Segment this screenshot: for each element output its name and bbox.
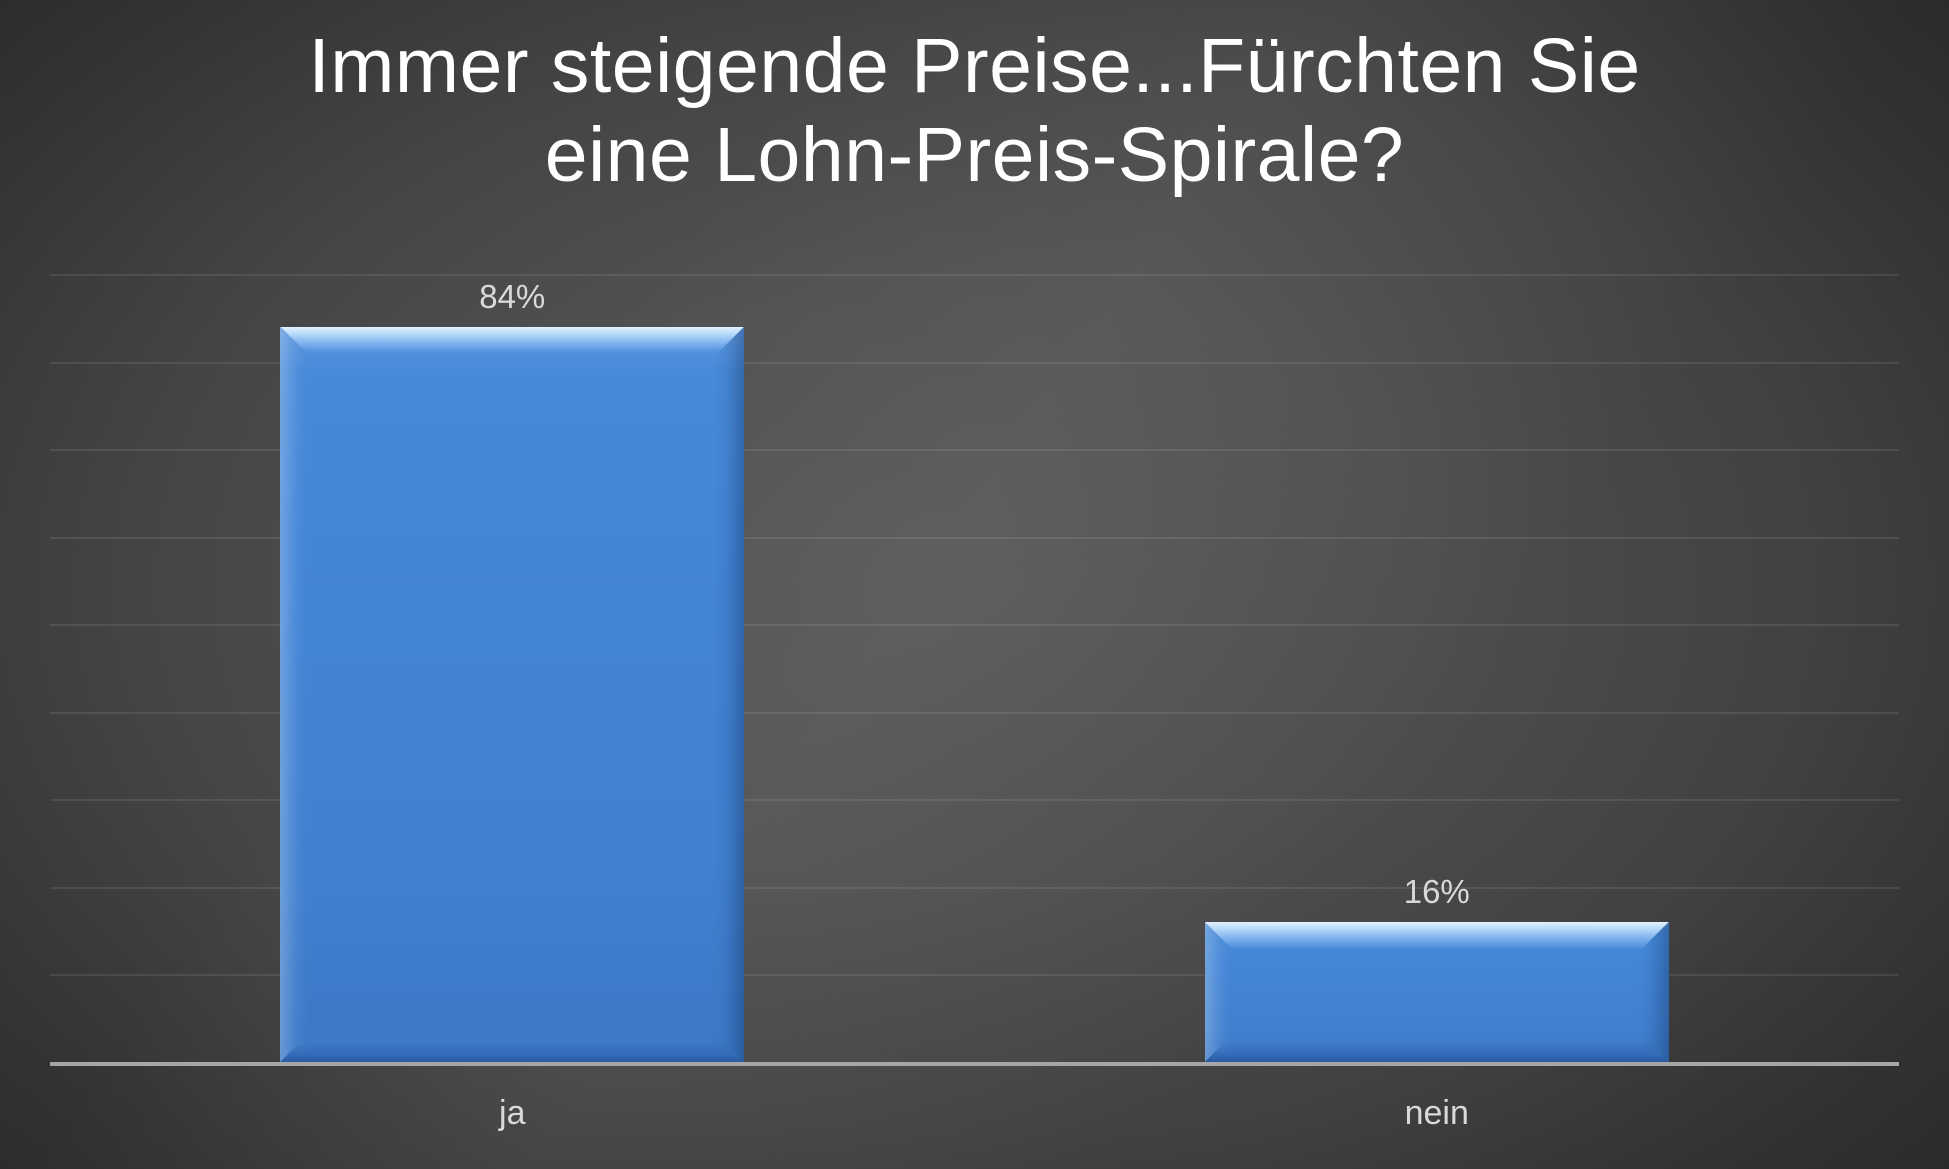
plot-area: 84% 16% — [50, 274, 1899, 1062]
bar-nein-bevel-bottom — [1205, 1044, 1669, 1062]
bar-ja-shape — [280, 326, 745, 1062]
x-axis-line — [50, 1062, 1899, 1066]
chart-title-line-1: Immer steigende Preise...Fürchten Sie — [308, 23, 1641, 109]
gridline — [50, 624, 1899, 627]
chart-title-line-2: eine Lohn-Preis-Spirale? — [544, 111, 1405, 198]
bar-nein-shape — [1204, 921, 1669, 1062]
value-label-ja: 84% — [479, 277, 546, 315]
category-label-ja: ja — [499, 1094, 526, 1132]
gridline — [50, 886, 1899, 889]
gridline — [50, 711, 1899, 714]
gridline — [50, 361, 1899, 364]
bar-ja-bevel-top — [280, 327, 744, 353]
bar-ja: 84% — [280, 280, 745, 1062]
gridline — [50, 974, 1899, 977]
value-label-nein: 16% — [1403, 872, 1470, 910]
category-label-nein: nein — [1404, 1094, 1469, 1132]
bar-ja-bevel-bottom — [280, 1044, 744, 1062]
gridline — [50, 449, 1899, 452]
bar-nein: 16% — [1204, 875, 1669, 1062]
gridline — [50, 274, 1899, 276]
bar-nein-bevel-top — [1205, 922, 1669, 948]
gridline — [50, 536, 1899, 539]
category-axis-labels: ja nein — [50, 1094, 1899, 1145]
chart-title: Immer steigende Preise...Fürchten Sie ein… — [0, 22, 1949, 199]
gridline — [50, 799, 1899, 802]
